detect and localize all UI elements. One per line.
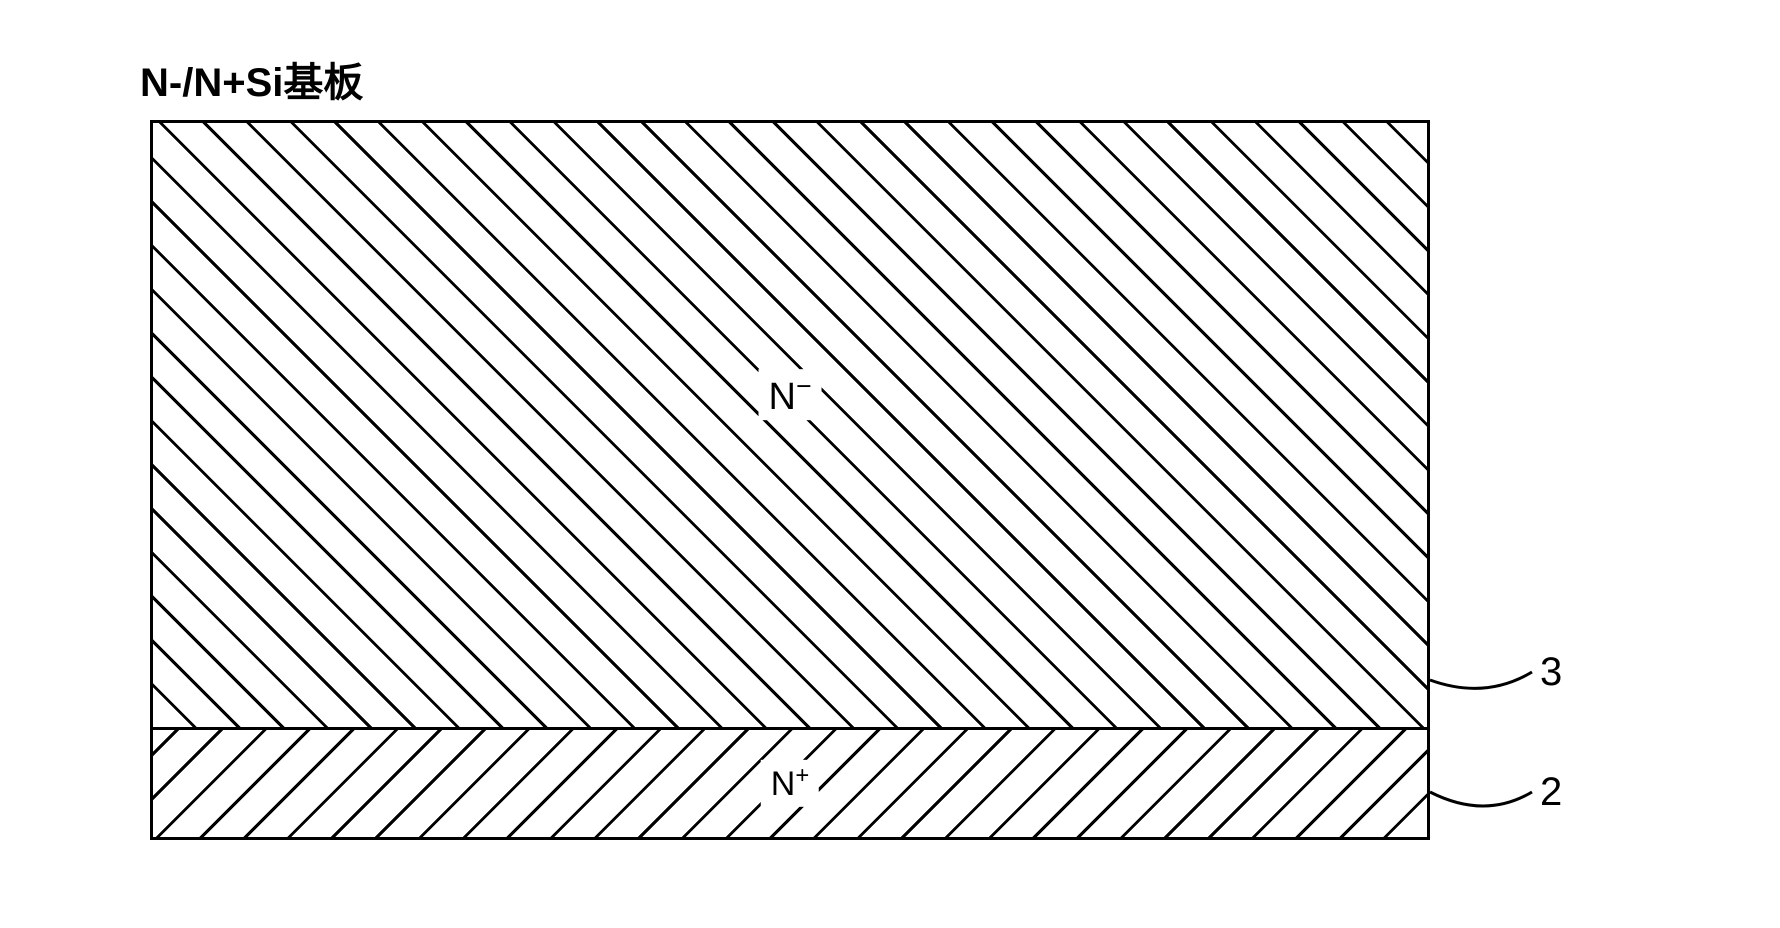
n-plus-label-super: + [795, 762, 809, 789]
substrate-cross-section: N− N+ [150, 120, 1430, 840]
diagram-title: N-/N+Si基板 [140, 50, 363, 108]
n-minus-label-base: N [769, 376, 796, 418]
n-minus-label: N− [759, 369, 822, 421]
n-plus-label: N+ [761, 760, 819, 806]
n-plus-label-base: N [771, 766, 796, 804]
n-minus-layer: N− [153, 123, 1427, 730]
n-minus-label-super: − [796, 371, 812, 401]
callout-number-2: 2 [1540, 770, 1562, 815]
callout-number-3: 3 [1540, 650, 1562, 695]
n-plus-layer: N+ [153, 730, 1427, 837]
